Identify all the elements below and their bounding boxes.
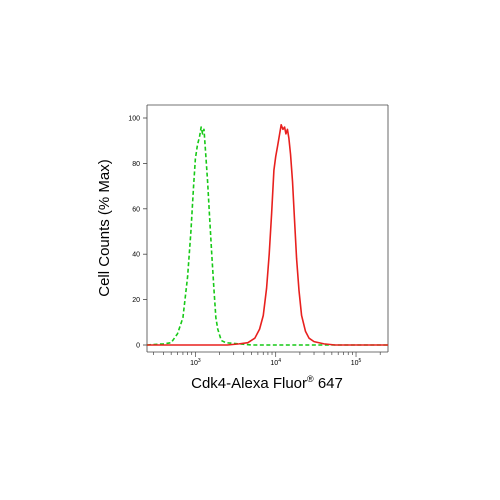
x-ticks: 103 104 105 xyxy=(153,352,381,367)
control-histogram-line xyxy=(146,126,388,346)
y-tick-label: 60 xyxy=(132,206,140,213)
y-ticks: 0 20 40 60 80 100 xyxy=(128,116,147,350)
y-axis-title: Cell Counts (% Max) xyxy=(96,159,113,297)
x-tick-label: 105 xyxy=(351,358,362,367)
y-tick-label: 40 xyxy=(132,252,140,259)
x-axis-title-registered-mark: ® xyxy=(307,374,314,384)
sample-histogram-line xyxy=(147,124,388,346)
y-tick-label: 80 xyxy=(132,161,140,168)
y-tick-label: 100 xyxy=(128,116,140,123)
series-group xyxy=(146,124,388,346)
y-tick-label: 20 xyxy=(132,297,140,304)
x-tick-label: 103 xyxy=(190,358,201,367)
x-axis-title-tail: 647 xyxy=(314,375,343,392)
x-tick-label: 104 xyxy=(270,358,281,367)
plot-axes xyxy=(146,104,389,353)
x-axis-title-main: Cdk4-Alexa Fluor xyxy=(191,375,307,392)
y-tick-label: 0 xyxy=(136,343,140,350)
x-axis-title: Cdk4-Alexa Fluor® 647 xyxy=(191,374,343,392)
